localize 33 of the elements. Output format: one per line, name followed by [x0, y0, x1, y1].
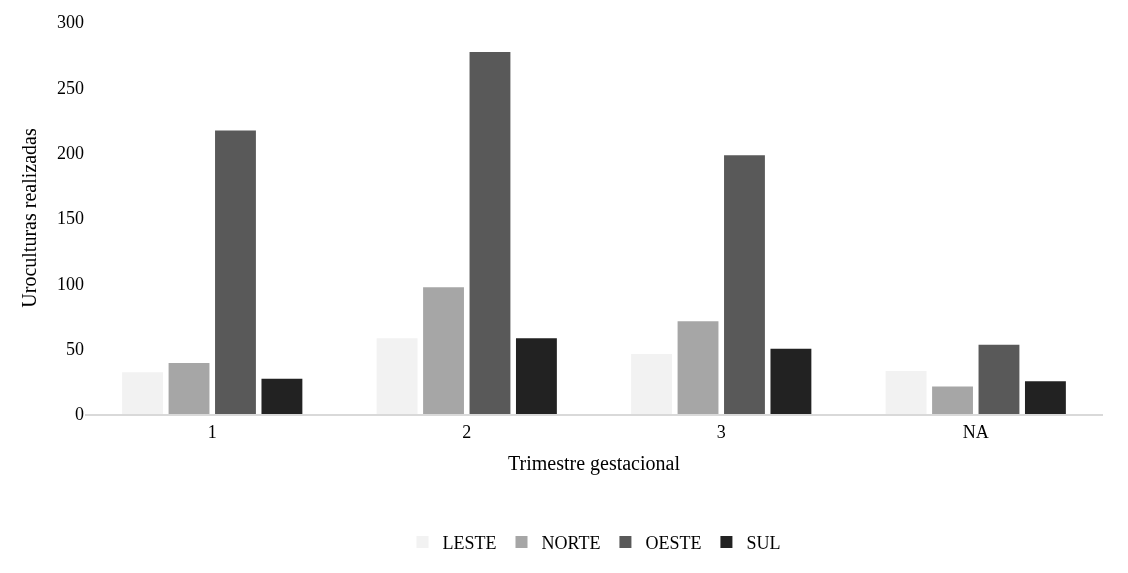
x-tick-label: NA	[962, 421, 989, 442]
bar	[724, 155, 765, 414]
bar	[423, 287, 464, 414]
bar	[515, 338, 557, 414]
x-tick-label: 1	[207, 421, 217, 442]
y-tick-label: 200	[57, 142, 84, 163]
y-tick-label: 0	[75, 404, 84, 425]
legend-label: OESTE	[645, 532, 702, 553]
x-axis-title: Trimestre gestacional	[507, 451, 681, 475]
y-tick-label: 100	[57, 273, 84, 294]
x-tick-label: 3	[716, 421, 726, 442]
bar	[1024, 381, 1066, 414]
bar	[469, 52, 511, 414]
bar	[978, 344, 1020, 414]
bar	[122, 372, 164, 414]
legend-label: NORTE	[541, 532, 601, 553]
bar	[631, 353, 673, 414]
bar	[677, 321, 719, 414]
y-tick-label: 50	[66, 338, 84, 359]
y-tick-label: 150	[57, 208, 84, 229]
bar	[261, 378, 303, 414]
bar	[376, 338, 418, 414]
x-tick-label: 2	[462, 421, 472, 442]
bar	[770, 348, 812, 414]
bar	[215, 130, 256, 414]
legend-label: SUL	[746, 532, 781, 553]
y-tick-label: 250	[57, 77, 84, 98]
legend-label: LESTE	[442, 532, 497, 553]
bar	[932, 386, 973, 414]
bar	[168, 363, 210, 414]
y-axis-title: Uroculturas realizadas	[17, 128, 40, 308]
bar	[885, 370, 927, 414]
y-tick-label: 300	[57, 12, 84, 33]
